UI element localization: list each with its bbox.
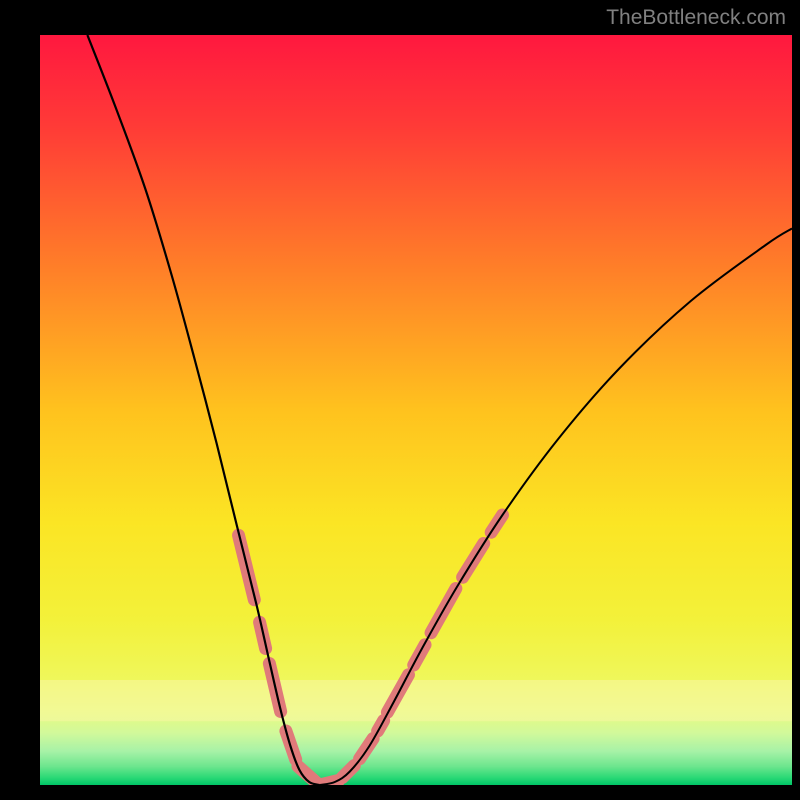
watermark-text: TheBottleneck.com	[606, 6, 786, 30]
pale-band	[40, 680, 792, 721]
gradient-background	[40, 35, 792, 785]
chart-container: TheBottleneck.com	[0, 0, 800, 800]
bottleneck-chart	[0, 0, 800, 800]
